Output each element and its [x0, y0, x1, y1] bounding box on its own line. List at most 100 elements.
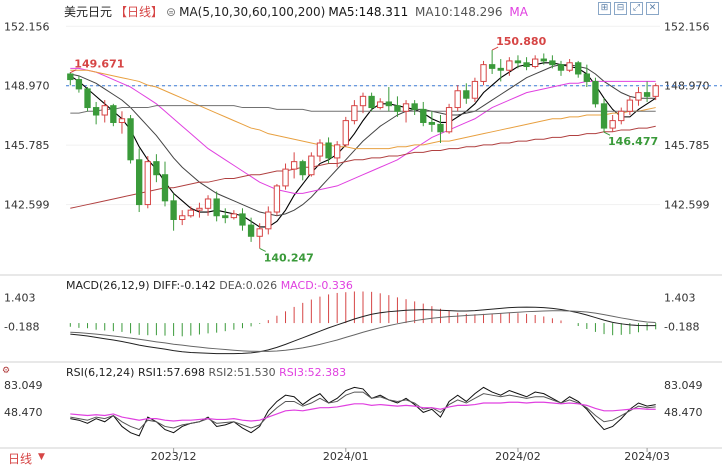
candle-body: [127, 118, 134, 161]
macd-y-tick-left: -0.188: [4, 321, 39, 334]
macd-header: MACD(26,12,9) DIFF:-0.142 DEA:0.026 MACD…: [66, 279, 353, 292]
annotation-label: 149.671: [74, 58, 124, 71]
period-dropdown-icon[interactable]: ▼: [38, 452, 45, 462]
ma-line-ma60: [70, 69, 656, 150]
candle-body: [600, 103, 608, 129]
candle-body: [394, 105, 401, 112]
settings-icon[interactable]: ⊜: [166, 5, 177, 19]
rsi3-line: [70, 401, 656, 422]
candle-body: [136, 159, 143, 206]
ma-tail: MA: [509, 5, 528, 19]
candle-body: [454, 90, 461, 109]
candle-body: [566, 62, 573, 71]
candle-body: [153, 161, 160, 176]
candle-body: [351, 105, 358, 122]
candle-body: [643, 92, 651, 97]
candle-body: [316, 142, 324, 157]
macd-y-tick-left: 1.403: [4, 291, 36, 304]
candle-body: [282, 168, 289, 187]
rsi-y-tick-right: 83.049: [664, 379, 703, 392]
rsi-params[interactable]: RSI(6,12,24): [66, 366, 135, 379]
candle-body: [342, 120, 349, 146]
candle-body: [325, 142, 332, 159]
candle-body: [385, 101, 392, 107]
candle-body: [488, 64, 496, 69]
ma-params[interactable]: MA(5,10,30,60,100,200): [179, 5, 326, 19]
macd-y-tick-right: 1.403: [664, 291, 696, 304]
candle-body: [618, 110, 625, 122]
macd-params[interactable]: MACD(26,12,9): [66, 279, 150, 292]
candle-body: [583, 73, 590, 82]
candle-body: [67, 73, 74, 81]
candle-body: [256, 228, 263, 237]
candle-body: [445, 107, 453, 133]
candle-body: [506, 60, 513, 71]
price-y-tick-left: 145.785: [4, 139, 50, 152]
candle-body: [377, 101, 384, 109]
x-tick-label: 2024/01: [323, 450, 369, 463]
candle-body: [575, 62, 582, 75]
candle-body: [420, 108, 427, 123]
annotation-pointer: [70, 69, 77, 74]
candle-body: [273, 185, 281, 213]
candle-body: [368, 95, 375, 109]
candle-body: [101, 105, 108, 116]
ma10-value: MA10:148.296: [415, 5, 503, 19]
rsi-y-tick-left: 48.470: [4, 406, 43, 419]
candle-body: [652, 85, 659, 97]
ma-line-ma30: [70, 67, 656, 194]
rsi3-value: RSI3:52.383: [279, 366, 347, 379]
period-label[interactable]: 【日线】: [115, 5, 164, 19]
annotation-label: 140.247: [264, 251, 314, 264]
candle-body: [359, 95, 367, 107]
candle-body: [92, 107, 100, 116]
ma5-value: MA5:148.311: [328, 5, 409, 19]
candle-body: [540, 58, 547, 62]
macd-diff-line: [70, 306, 656, 355]
x-tick-label: 2024/03: [624, 450, 670, 463]
candle-body: [265, 211, 272, 230]
candle-body: [471, 80, 479, 99]
price-y-tick-right: 142.599: [664, 199, 710, 212]
period-button[interactable]: 日线: [8, 452, 33, 466]
macd-y-tick-right: -0.188: [664, 321, 699, 334]
candle-body: [463, 90, 470, 99]
candle-body: [170, 200, 177, 220]
candle-body: [110, 105, 117, 123]
candle-body: [635, 92, 642, 101]
candle-body: [428, 121, 436, 125]
rsi1-value: RSI1:57.698: [137, 366, 206, 379]
candle-body: [334, 144, 341, 159]
price-y-tick-left: 142.599: [4, 199, 50, 212]
rsi-y-tick-right: 48.470: [664, 406, 703, 419]
candle-body: [532, 58, 539, 68]
candle-body: [480, 64, 487, 82]
zoom-out-icon[interactable]: ⊟: [614, 2, 627, 15]
price-y-tick-left: 148.970: [4, 80, 50, 93]
rsi2-line: [70, 391, 656, 431]
candle-body: [497, 67, 504, 71]
macd-dea-line: [70, 310, 656, 352]
candle-body: [290, 161, 298, 170]
candle-body: [299, 161, 306, 176]
rsi-menu-icon[interactable]: ⚙: [2, 366, 11, 376]
candle-body: [523, 62, 530, 68]
macd-value: MACD:-0.336: [280, 279, 353, 292]
candle-body: [179, 215, 186, 220]
candle-body: [84, 88, 91, 109]
candle-body: [118, 118, 126, 123]
annotation-pointer: [491, 46, 499, 51]
candle-body: [247, 224, 255, 237]
candle-body: [437, 123, 444, 133]
fullscreen-icon[interactable]: ⤢: [630, 2, 643, 15]
price-y-tick-right: 145.785: [664, 139, 710, 152]
zoom-in-icon[interactable]: ⊞: [598, 2, 611, 15]
candle-body: [213, 198, 220, 217]
candle-body: [557, 64, 565, 71]
candle-body: [144, 161, 151, 206]
price-y-tick-right: 152.156: [664, 20, 710, 33]
close-icon[interactable]: ✕: [646, 2, 659, 15]
annotation-label: 150.880: [496, 35, 546, 48]
main-chart-header: 美元日元 【日线】 ⊜ MA(5,10,30,60,100,200) MA5:148.3…: [64, 3, 531, 20]
